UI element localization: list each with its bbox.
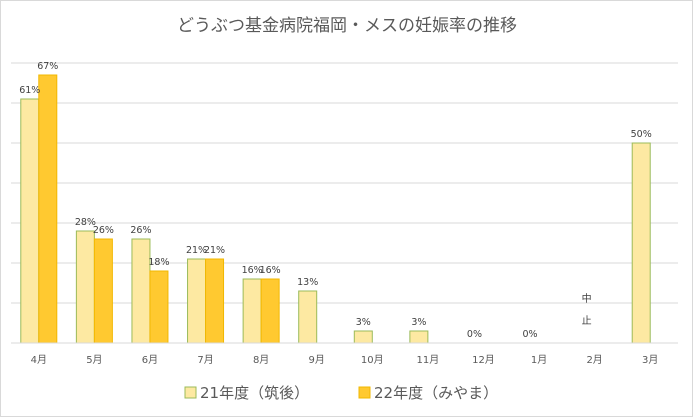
data-label: 16% (260, 265, 281, 276)
legend-label-21: 21年度（筑後） (200, 384, 309, 402)
x-tick-label: 6月 (142, 354, 158, 366)
x-tick-label: 8月 (253, 354, 269, 366)
x-tick-label: 3月 (642, 354, 658, 366)
bars (20, 74, 651, 344)
chart-title: どうぶつ基金病院福岡・メスの妊娠率の推移 (177, 16, 517, 36)
x-tick-label: 5月 (86, 354, 102, 366)
bar-s1-9月 (298, 290, 318, 344)
legend-swatch-22 (358, 386, 371, 399)
bar-s1-7月 (187, 258, 207, 344)
x-tick-label: 7月 (197, 354, 213, 366)
legend: 21年度（筑後） 22年度（みやま） (184, 384, 498, 402)
bar-s2-7月 (205, 258, 225, 344)
bar-s2-8月 (260, 278, 280, 344)
bar-s1-6月 (131, 238, 151, 344)
data-label: 0% (523, 329, 538, 340)
data-label: 3% (411, 317, 426, 328)
data-label: 18% (148, 257, 169, 268)
x-tick-label: 1月 (531, 354, 547, 366)
x-tick-label: 2月 (586, 354, 602, 366)
annotation-text: 中 (582, 292, 592, 305)
bar-s2-6月 (149, 270, 169, 344)
annotation-text: 止 (582, 315, 592, 327)
annotations: 中止 (582, 292, 592, 327)
data-label: 26% (130, 225, 151, 236)
data-label: 21% (204, 245, 225, 256)
data-label: 21% (186, 245, 207, 256)
bar-s2-4月 (38, 74, 58, 344)
x-tick-label: 10月 (361, 354, 384, 366)
bar-s1-10月 (353, 330, 373, 344)
data-label: 50% (631, 129, 652, 140)
bar-s1-11月 (409, 330, 429, 344)
bar-s1-3月 (631, 142, 651, 344)
data-label: 61% (19, 85, 40, 96)
data-label: 13% (297, 277, 318, 288)
x-axis-tick-labels: 4月 5月 6月 7月 8月 9月 10月 11月 12月 1月 2月 3月 (31, 354, 659, 366)
data-label: 67% (37, 61, 58, 72)
legend-swatch-21 (184, 386, 197, 399)
bar-s2-5月 (93, 238, 113, 344)
x-tick-label: 9月 (309, 354, 325, 366)
x-tick-label: 12月 (472, 354, 495, 366)
data-label: 28% (75, 217, 96, 228)
bar-s1-5月 (75, 230, 95, 344)
gridlines (11, 62, 678, 304)
data-label: 26% (93, 225, 114, 236)
data-labels: 61%67%28%26% 26%18%21%21%16%16%13%3% 3%0% 0… (19, 61, 652, 340)
bar-s1-8月 (242, 278, 262, 344)
x-tick-label: 11月 (417, 354, 440, 366)
legend-label-22: 22年度（みやま） (374, 384, 498, 402)
x-tick-label: 4月 (31, 354, 47, 366)
data-label: 16% (242, 265, 263, 276)
bar-s1-4月 (20, 98, 40, 344)
data-label: 3% (356, 317, 371, 328)
data-label: 0% (467, 329, 482, 340)
